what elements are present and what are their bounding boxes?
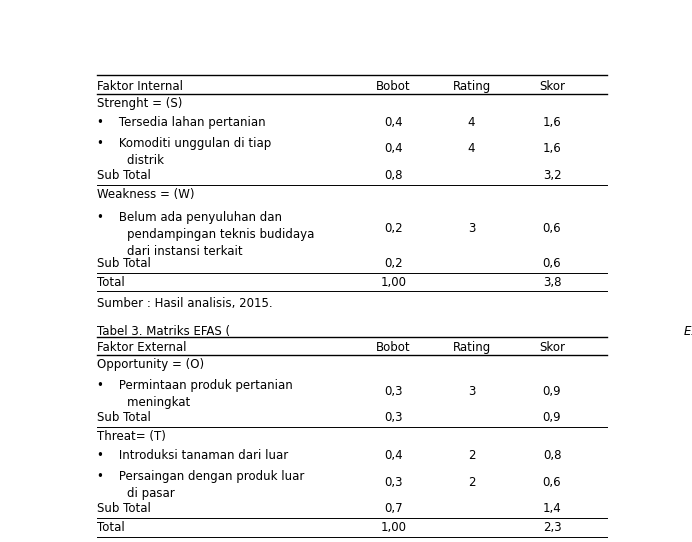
Text: 1,6: 1,6 bbox=[543, 143, 561, 156]
Text: 0,9: 0,9 bbox=[543, 385, 561, 398]
Text: Sub Total: Sub Total bbox=[97, 502, 151, 515]
Text: 2,3: 2,3 bbox=[543, 521, 561, 534]
Text: 0,4: 0,4 bbox=[384, 143, 403, 156]
Text: 0,4: 0,4 bbox=[384, 115, 403, 128]
Text: 0,4: 0,4 bbox=[384, 449, 403, 462]
Text: 3,2: 3,2 bbox=[543, 169, 561, 182]
Text: Strenght = (S): Strenght = (S) bbox=[97, 97, 183, 110]
Text: Total: Total bbox=[97, 521, 125, 534]
Text: Total: Total bbox=[97, 275, 125, 288]
Text: 4: 4 bbox=[468, 115, 475, 128]
Text: 3: 3 bbox=[468, 222, 475, 235]
Text: 0,9: 0,9 bbox=[543, 411, 561, 424]
Text: 0,3: 0,3 bbox=[384, 475, 403, 488]
Text: Rating: Rating bbox=[453, 80, 491, 93]
Text: 0,7: 0,7 bbox=[384, 502, 403, 515]
Text: Skor: Skor bbox=[539, 341, 565, 354]
Text: 0,6: 0,6 bbox=[543, 257, 561, 270]
Text: 0,2: 0,2 bbox=[384, 222, 403, 235]
Text: Faktor External: Faktor External bbox=[97, 341, 187, 354]
Text: Tabel 3. Matriks EFAS (: Tabel 3. Matriks EFAS ( bbox=[97, 325, 230, 338]
Text: •    Persaingan dengan produk luar
        di pasar: • Persaingan dengan produk luar di pasar bbox=[97, 470, 304, 500]
Text: Sub Total: Sub Total bbox=[97, 257, 151, 270]
Text: Weakness = (W): Weakness = (W) bbox=[97, 188, 194, 201]
Text: 2: 2 bbox=[468, 475, 475, 488]
Text: 3: 3 bbox=[468, 385, 475, 398]
Text: Bobot: Bobot bbox=[376, 341, 410, 354]
Text: 1,4: 1,4 bbox=[543, 502, 561, 515]
Text: Sub Total: Sub Total bbox=[97, 411, 151, 424]
Text: Bobot: Bobot bbox=[376, 80, 410, 93]
Text: •    Belum ada penyuluhan dan
        pendampingan teknis budidaya
        dari : • Belum ada penyuluhan dan pendampingan … bbox=[97, 211, 315, 258]
Text: 0,3: 0,3 bbox=[384, 411, 403, 424]
Text: 4: 4 bbox=[468, 143, 475, 156]
Text: 2: 2 bbox=[468, 449, 475, 462]
Text: 1,00: 1,00 bbox=[381, 521, 406, 534]
Text: Sumber : Hasil analisis, 2015.: Sumber : Hasil analisis, 2015. bbox=[97, 297, 273, 310]
Text: 0,6: 0,6 bbox=[543, 222, 561, 235]
Text: Faktor Internal: Faktor Internal bbox=[97, 80, 183, 93]
Text: External Factor Analysis Summary: External Factor Analysis Summary bbox=[684, 325, 692, 338]
Text: Sub Total: Sub Total bbox=[97, 169, 151, 182]
Text: •    Tersedia lahan pertanian: • Tersedia lahan pertanian bbox=[97, 115, 266, 128]
Text: 0,2: 0,2 bbox=[384, 257, 403, 270]
Text: Skor: Skor bbox=[539, 80, 565, 93]
Text: Threat= (T): Threat= (T) bbox=[97, 430, 166, 443]
Text: Opportunity = (O): Opportunity = (O) bbox=[97, 358, 204, 371]
Text: •    Introduksi tanaman dari luar: • Introduksi tanaman dari luar bbox=[97, 449, 289, 462]
Text: 0,8: 0,8 bbox=[384, 169, 403, 182]
Text: 0,6: 0,6 bbox=[543, 475, 561, 488]
Text: 1,6: 1,6 bbox=[543, 115, 561, 128]
Text: Rating: Rating bbox=[453, 341, 491, 354]
Text: 1,00: 1,00 bbox=[381, 275, 406, 288]
Text: •    Komoditi unggulan di tiap
        distrik: • Komoditi unggulan di tiap distrik bbox=[97, 137, 271, 167]
Text: 0,8: 0,8 bbox=[543, 449, 561, 462]
Text: 3,8: 3,8 bbox=[543, 275, 561, 288]
Text: •    Permintaan produk pertanian
        meningkat: • Permintaan produk pertanian meningkat bbox=[97, 379, 293, 409]
Text: 0,3: 0,3 bbox=[384, 385, 403, 398]
